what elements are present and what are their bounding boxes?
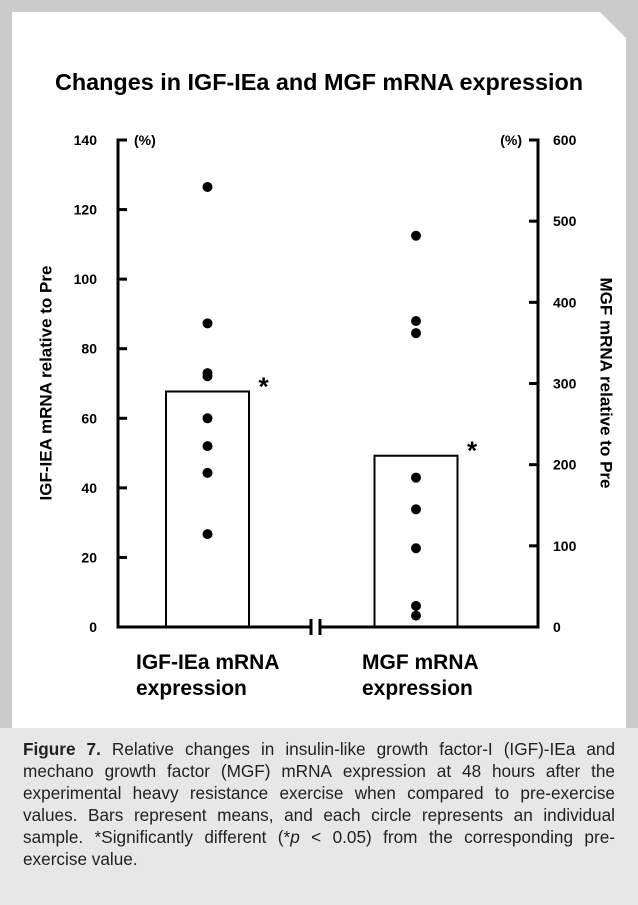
right-y-tick-label: 0: [553, 619, 561, 635]
individual-sample-point: [202, 181, 213, 192]
significance-asterisk: *: [467, 436, 478, 466]
individual-sample-point: [202, 529, 213, 540]
individual-sample-point: [411, 610, 421, 621]
figure-panel: [12, 12, 626, 728]
individual-sample-point: [411, 230, 421, 241]
right-y-tick-label: 500: [553, 213, 577, 229]
mean-bar: [165, 390, 250, 628]
individual-sample-point: [411, 328, 421, 339]
left-y-axis-unit: (%): [134, 132, 156, 148]
mean-bar: [373, 454, 459, 629]
right-y-tick-label: 600: [553, 132, 577, 148]
individual-sample-point: [411, 543, 421, 554]
chart: Changes in IGF-IEa and MGF mRNA expressi…: [37, 69, 616, 635]
individual-sample-point: [411, 600, 421, 611]
right-y-tick-label: 100: [553, 538, 577, 554]
caption-body: Relative changes in insulin-like growth …: [23, 739, 615, 847]
left-y-tick-label: 0: [89, 619, 97, 635]
figure-frame: Changes in IGF-IEa and MGF mRNA expressi…: [0, 0, 638, 728]
caption-text: Figure 7. Relative changes in insulin-li…: [23, 738, 615, 870]
left-y-tick-label: 120: [74, 202, 98, 218]
individual-sample-point: [202, 371, 213, 382]
left-y-tick-label: 60: [81, 410, 97, 426]
left-y-tick-label: 20: [81, 549, 97, 565]
left-y-tick-label: 40: [81, 480, 97, 496]
category-label-mgf: MGF mRNA expression: [362, 651, 478, 700]
left-y-tick-label: 100: [74, 271, 98, 287]
individual-sample-point: [411, 316, 421, 327]
caption-italic-p: p: [290, 827, 300, 847]
individual-sample-point: [202, 318, 213, 329]
individual-sample-point: [202, 413, 213, 424]
category-label-igf-iea: IGF-IEa mRNA expression: [136, 651, 279, 700]
right-y-axis-label: MGF mRNA relative to Pre: [597, 278, 616, 489]
individual-sample-point: [411, 504, 421, 515]
right-y-tick-label: 400: [553, 294, 577, 310]
individual-sample-point: [202, 467, 213, 478]
chart-marks: * * 0 20 40 60 80 100 120 140 0 100 200 300 400 500 600: [74, 132, 577, 635]
right-y-tick-label: 300: [553, 376, 577, 392]
individual-sample-point: [202, 441, 213, 452]
left-y-tick-label: 80: [81, 341, 97, 357]
caption-figure-label: Figure 7.: [23, 739, 101, 759]
caption-body-end: < 0.05) from the corresponding pre-exerc…: [23, 827, 615, 869]
chart-title: Changes in IGF-IEa and MGF mRNA expressi…: [55, 69, 583, 95]
significance-asterisk: *: [258, 372, 269, 402]
left-y-tick-label: 140: [74, 132, 98, 148]
right-y-tick-label: 200: [553, 457, 577, 473]
left-y-axis-label: IGF-IEA mRNA relative to Pre: [37, 266, 56, 501]
individual-sample-point: [411, 472, 421, 483]
right-y-axis-unit: (%): [500, 132, 522, 148]
figure-caption: Figure 7. Relative changes in insulin-li…: [0, 728, 638, 905]
